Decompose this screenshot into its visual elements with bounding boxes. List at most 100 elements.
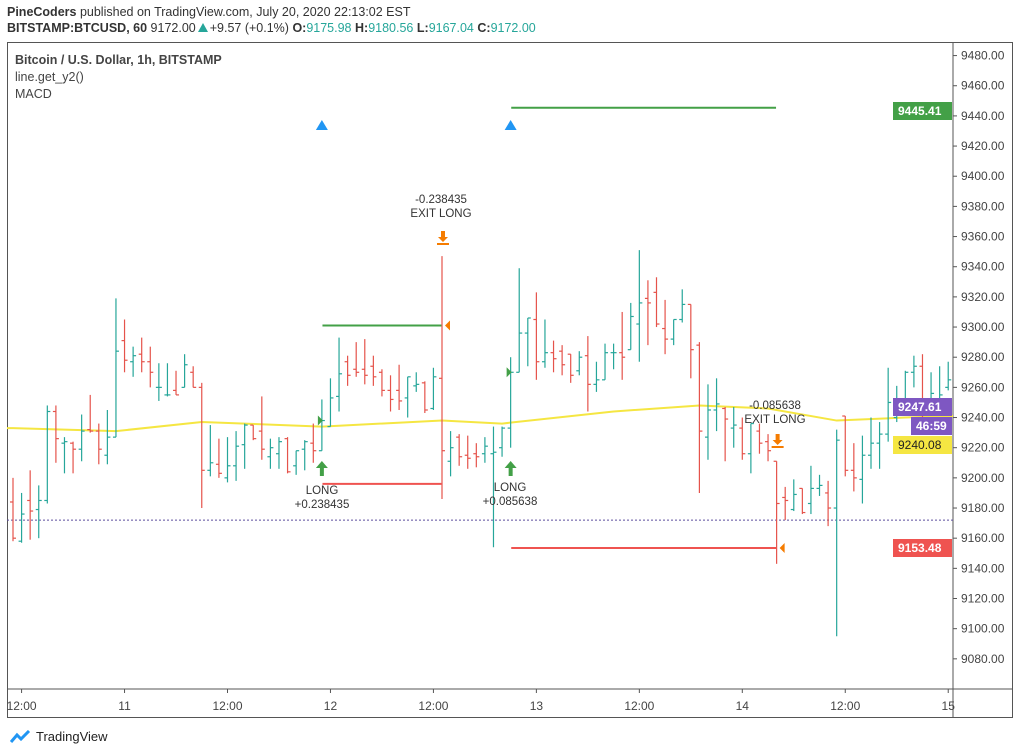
ohlc-bar [730,406,737,448]
ohlc-bar [610,343,617,370]
ohlc-bar [807,465,814,515]
y-tick-label: 9380.00 [961,199,1005,213]
legend-indicator-line[interactable]: line.get_y2() [15,70,84,84]
ohlc-bar [104,409,111,465]
x-tick-label: 14 [736,699,750,713]
exit-marker-icon [445,320,450,331]
current-price-label: 9247.61 [893,398,952,416]
close-label: C: [477,21,491,35]
ohlc-bar [215,438,222,478]
ohlc-bar [816,474,823,496]
ohlc-bar [696,342,703,493]
ohlc-bar [95,423,102,465]
ohlc-bar [361,339,368,385]
symbol-info: BITSTAMP:BTCUSD, 60 9172.00 +9.57 (+0.1%)… [7,21,536,35]
ohlc-bar [250,424,257,441]
brand-name: TradingView [36,729,108,744]
stop-price-label: 9153.48 [893,539,952,557]
exit-label: EXIT LONG [410,208,472,220]
ohlc-bar [687,303,694,379]
legend-series[interactable]: Bitcoin / U.S. Dollar, 1h, BITSTAMP [15,53,222,67]
exit-marker-icon [779,543,785,554]
entry-marker-icon [506,367,512,378]
long-annotation-2: LONG +0.085638 [455,481,565,509]
ohlc-bar [756,423,763,454]
exit-arrow-down-icon [772,434,783,445]
ohlc-bar [138,337,145,373]
ohlc-bar [310,423,317,463]
ohlc-bar [516,268,523,373]
close-value: 9172.00 [490,21,536,35]
ohlc-bar [627,302,634,351]
ohlc-bar [52,405,59,463]
long-arrow-up-icon [315,461,328,476]
ohlc-bar [567,353,574,383]
ohlc-bar [301,440,308,471]
ohlc-bar [704,384,711,460]
long-annotation-1: LONG +0.238435 [267,484,377,512]
ohlc-bar [327,378,334,428]
x-tick-label: 12:00 [830,699,860,713]
y-tick-label: 9420.00 [961,139,1005,153]
ohlc-bar [378,369,385,397]
long-label: LONG [305,485,339,497]
ohlc-bar [61,437,68,474]
ohlc-bar [430,367,437,410]
ohlc-bar [275,437,282,469]
ohlc-bar [456,434,463,466]
y-tick-label: 9300.00 [961,320,1005,334]
long-value: +0.238435 [294,499,350,511]
exit-arrow-down-icon [438,231,448,242]
ohlc-bar [258,396,265,460]
symbol: BITSTAMP:BTCUSD, 60 [7,21,148,35]
exit-annotation-2: -0.085638 EXIT LONG [720,399,830,427]
ohlc-bar [147,346,154,388]
y-tick-label: 9100.00 [961,622,1005,636]
ohlc-bar [747,422,754,474]
high-value: 9180.56 [368,21,414,35]
signal-triangle-icon [504,120,517,130]
y-tick-label: 9340.00 [961,260,1005,274]
y-tick-label: 9280.00 [961,350,1005,364]
y-tick-label: 9120.00 [961,592,1005,606]
y-tick-label: 9440.00 [961,109,1005,123]
ohlc-bar [945,361,952,391]
ohlc-bar [318,399,325,452]
ohlc-bar [790,479,797,512]
chart-frame[interactable] [7,42,1013,718]
y-tick-label: 9220.00 [961,441,1005,455]
y-tick-label: 9200.00 [961,471,1005,485]
ohlc-bar [112,298,119,438]
open-value: 9175.98 [306,21,352,35]
countdown-label: 46:59 [911,417,952,435]
ohlc-bar [533,292,540,380]
ohlc-bar [490,426,497,548]
ohlc-bar [541,319,548,368]
publish-info: PineCoders published on TradingView.com,… [7,5,411,19]
ohlc-bar [413,372,420,392]
open-label: O: [292,21,307,35]
y-tick-label: 9360.00 [961,230,1005,244]
ohlc-bar [644,280,651,346]
x-tick-label: 12:00 [418,699,448,713]
ohlc-bar [344,355,351,386]
ohlc-bar [679,289,686,323]
x-tick-label: 13 [530,699,544,713]
legend-indicator-macd[interactable]: MACD [15,87,52,101]
tradingview-brand[interactable]: TradingView [10,729,108,744]
published-text: published on TradingView.com, July 20, 2… [79,5,411,19]
ohlc-bar [190,366,197,388]
ohlc-bar [593,361,600,392]
ohlc-bar [27,470,34,540]
x-tick-label: 11 [118,699,131,713]
ohlc-bar [404,376,411,418]
publisher: PineCoders [7,5,77,19]
ohlc-bar [713,378,720,432]
ohlc-bar [473,443,480,468]
ohlc-bar [224,437,231,483]
ohlc-bar [353,342,360,377]
ohlc-bar [370,355,377,386]
y-tick-label: 9080.00 [961,652,1005,666]
ohlc-bar [739,417,746,460]
